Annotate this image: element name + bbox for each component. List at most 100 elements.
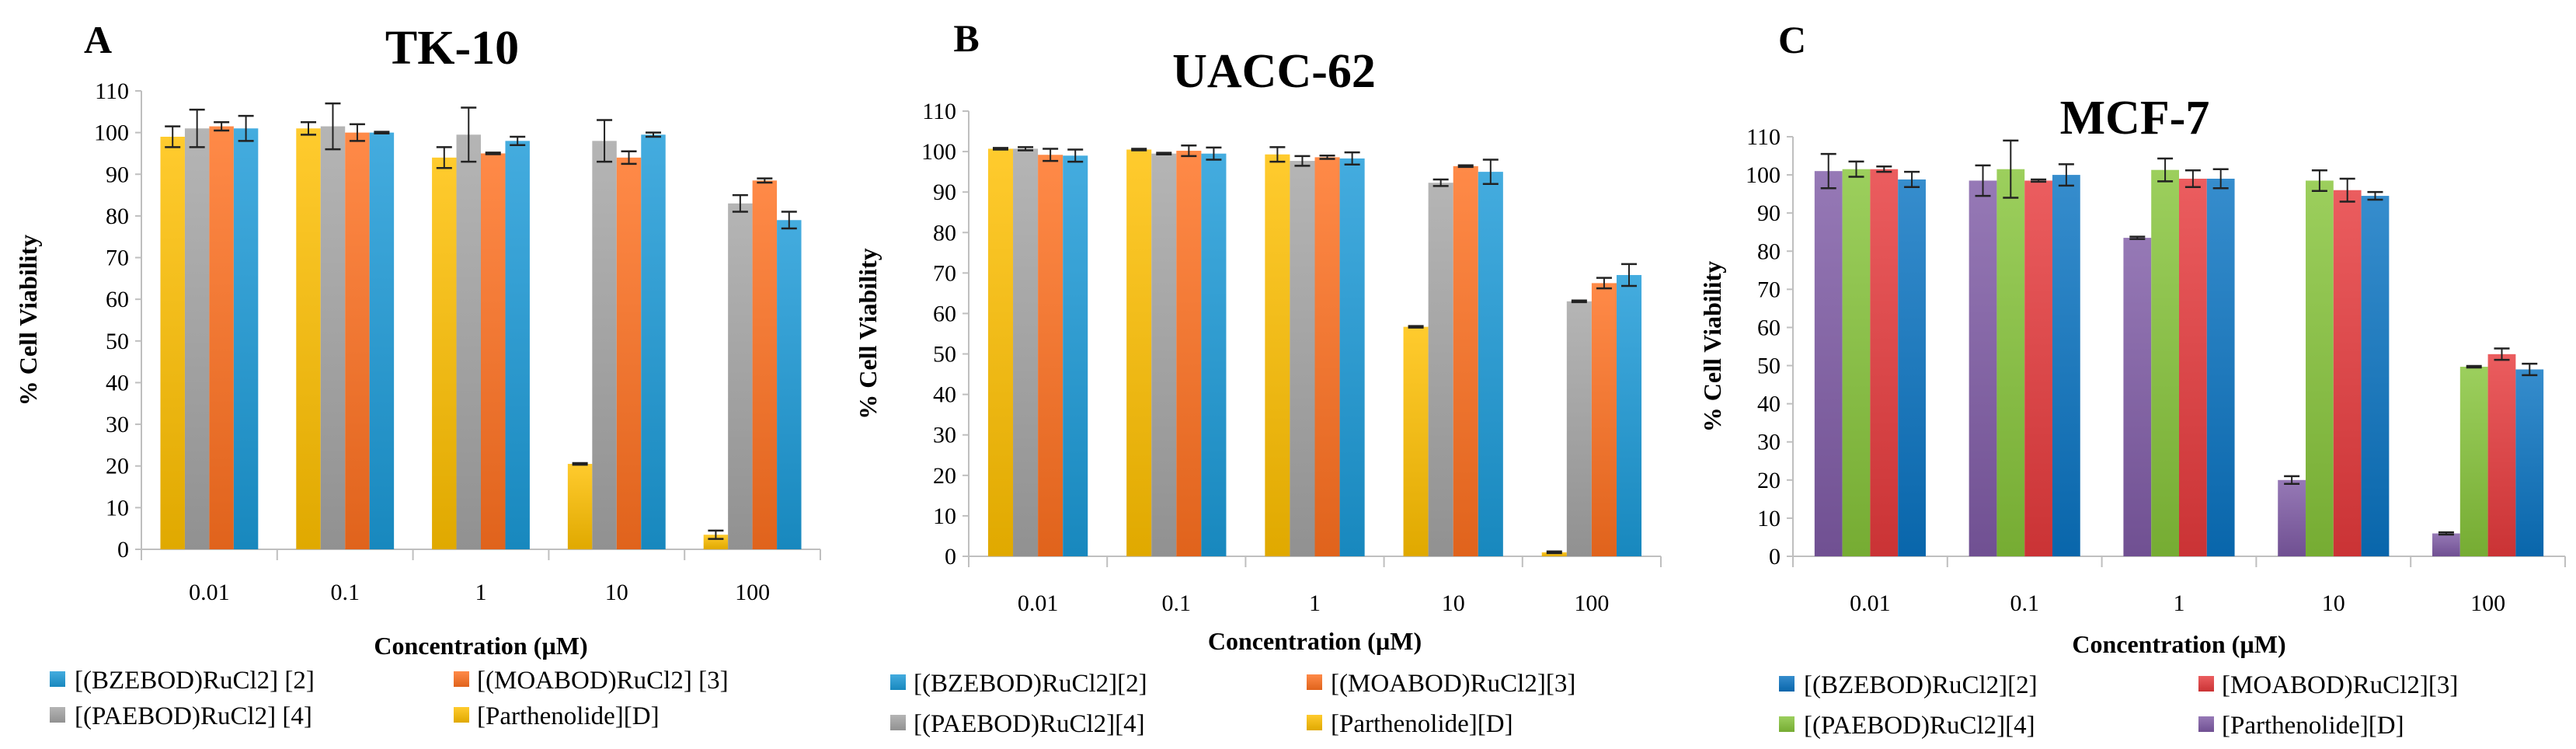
bar [2459,367,2488,556]
error-bar [621,150,637,165]
x-tick-label: 0.01 [1018,590,1059,616]
y-tick-label: 100 [921,139,956,165]
legend-item: [(PAEBOD)RuCl2][4] [890,710,1145,738]
error-bar [757,177,773,184]
error-bar [2339,177,2355,203]
error-bar [1156,152,1172,155]
error-bar [1546,550,1562,555]
error-bar [1848,160,1864,178]
bar [2024,180,2052,557]
y-tick-label: 110 [95,78,129,104]
bar [296,128,321,550]
y-tick-label: 90 [933,179,956,205]
y-tick-label: 110 [922,99,956,124]
y-tick-label: 100 [1746,162,1781,188]
error-bar [1131,148,1147,152]
error-bar [1904,170,1920,189]
legend-item: [(PAEBOD)RuCl2] [4] [50,702,312,730]
y-tick-label: 10 [1757,506,1781,531]
y-tick-label: 100 [94,120,129,146]
legend-label: [(BZEBOD)RuCl2][2] [1804,671,2038,699]
error-bar [1408,325,1424,329]
error-bar [461,106,477,163]
bar [1616,274,1642,556]
y-tick-label: 80 [933,220,956,246]
legend-swatch [1307,715,1322,730]
chart-title: MCF-7 [2060,92,2210,145]
legend-label: [(BZEBOD)RuCl2] [2] [75,667,315,695]
y-tick-label: 60 [1757,315,1781,340]
x-axis-label: Concentration (µM) [374,632,587,660]
panel-letter: A [84,18,112,61]
y-tick-label: 40 [1757,392,1781,417]
y-axis-label: % Cell Viability [854,248,882,419]
bar [2515,369,2544,556]
y-axis-label: % Cell Viability [14,235,42,406]
y-axis-label: % Cell Viability [1698,261,1726,432]
panel-letter: C [1778,18,1806,61]
bar [641,134,666,549]
error-bar [1876,165,1892,173]
error-bar [1043,148,1059,162]
y-tick-label: 40 [933,382,956,408]
legend-item: [MOABOD)RuCl2][3] [2198,671,2458,699]
error-bar [2494,347,2510,361]
legend-label: [(MOABOD)RuCl2][3] [1331,670,1575,698]
error-bar [510,135,526,146]
legend-label: [Parthenolide][D] [2222,712,2404,740]
bar [777,220,802,549]
error-bar [2031,178,2047,183]
bar [1996,169,2025,556]
bar [2278,479,2306,556]
legend-label: [(PAEBOD)RuCl2] [4] [75,702,312,730]
bar [1038,155,1063,556]
y-tick-label: 50 [106,329,129,354]
y-tick-label: 60 [933,301,956,326]
bar [1151,153,1177,557]
y-tick-label: 80 [1757,239,1781,264]
error-bar [1975,164,1991,197]
error-bar [732,193,748,213]
error-bar [2058,163,2074,187]
error-bar [1621,263,1638,287]
bar [184,128,210,550]
x-tick-label: 1 [475,580,487,605]
x-tick-label: 1 [1309,590,1321,616]
x-axis-label: Concentration (µM) [1208,627,1422,655]
error-bar [1820,152,1836,190]
error-bar [1206,146,1222,161]
legend-label: [MOABOD)RuCl2][3] [2222,671,2458,699]
bar [1176,151,1202,557]
y-tick-label: 70 [106,246,129,271]
y-tick-label: 110 [1746,124,1781,150]
bar [2487,354,2516,556]
bar [369,132,395,550]
legend-swatch [50,671,65,687]
error-bar [597,119,613,163]
legend-label: [(MOABOD)RuCl2] [3] [477,667,729,695]
y-tick-label: 30 [106,412,129,437]
error-bar [214,120,230,132]
panel-letter: B [953,16,979,60]
error-bar [374,131,390,134]
bar [1013,148,1039,556]
bar [1428,183,1453,556]
legend-label: [Parthenolide][D] [477,702,660,730]
error-bar [2212,168,2229,190]
x-tick-label: 0.01 [189,580,230,605]
error-bar [708,529,724,540]
x-tick-label: 1 [2174,590,2185,616]
error-bar [436,146,452,169]
bar [1566,301,1592,556]
error-bar [1269,146,1286,163]
bar [1541,552,1567,556]
x-tick-label: 10 [2322,590,2345,616]
bar [1969,180,1997,557]
error-bar [238,114,254,142]
legend-item: [Parthenolide][D] [2198,712,2404,740]
bar [2361,196,2390,556]
error-bar [485,152,501,155]
bar [1898,179,1926,556]
